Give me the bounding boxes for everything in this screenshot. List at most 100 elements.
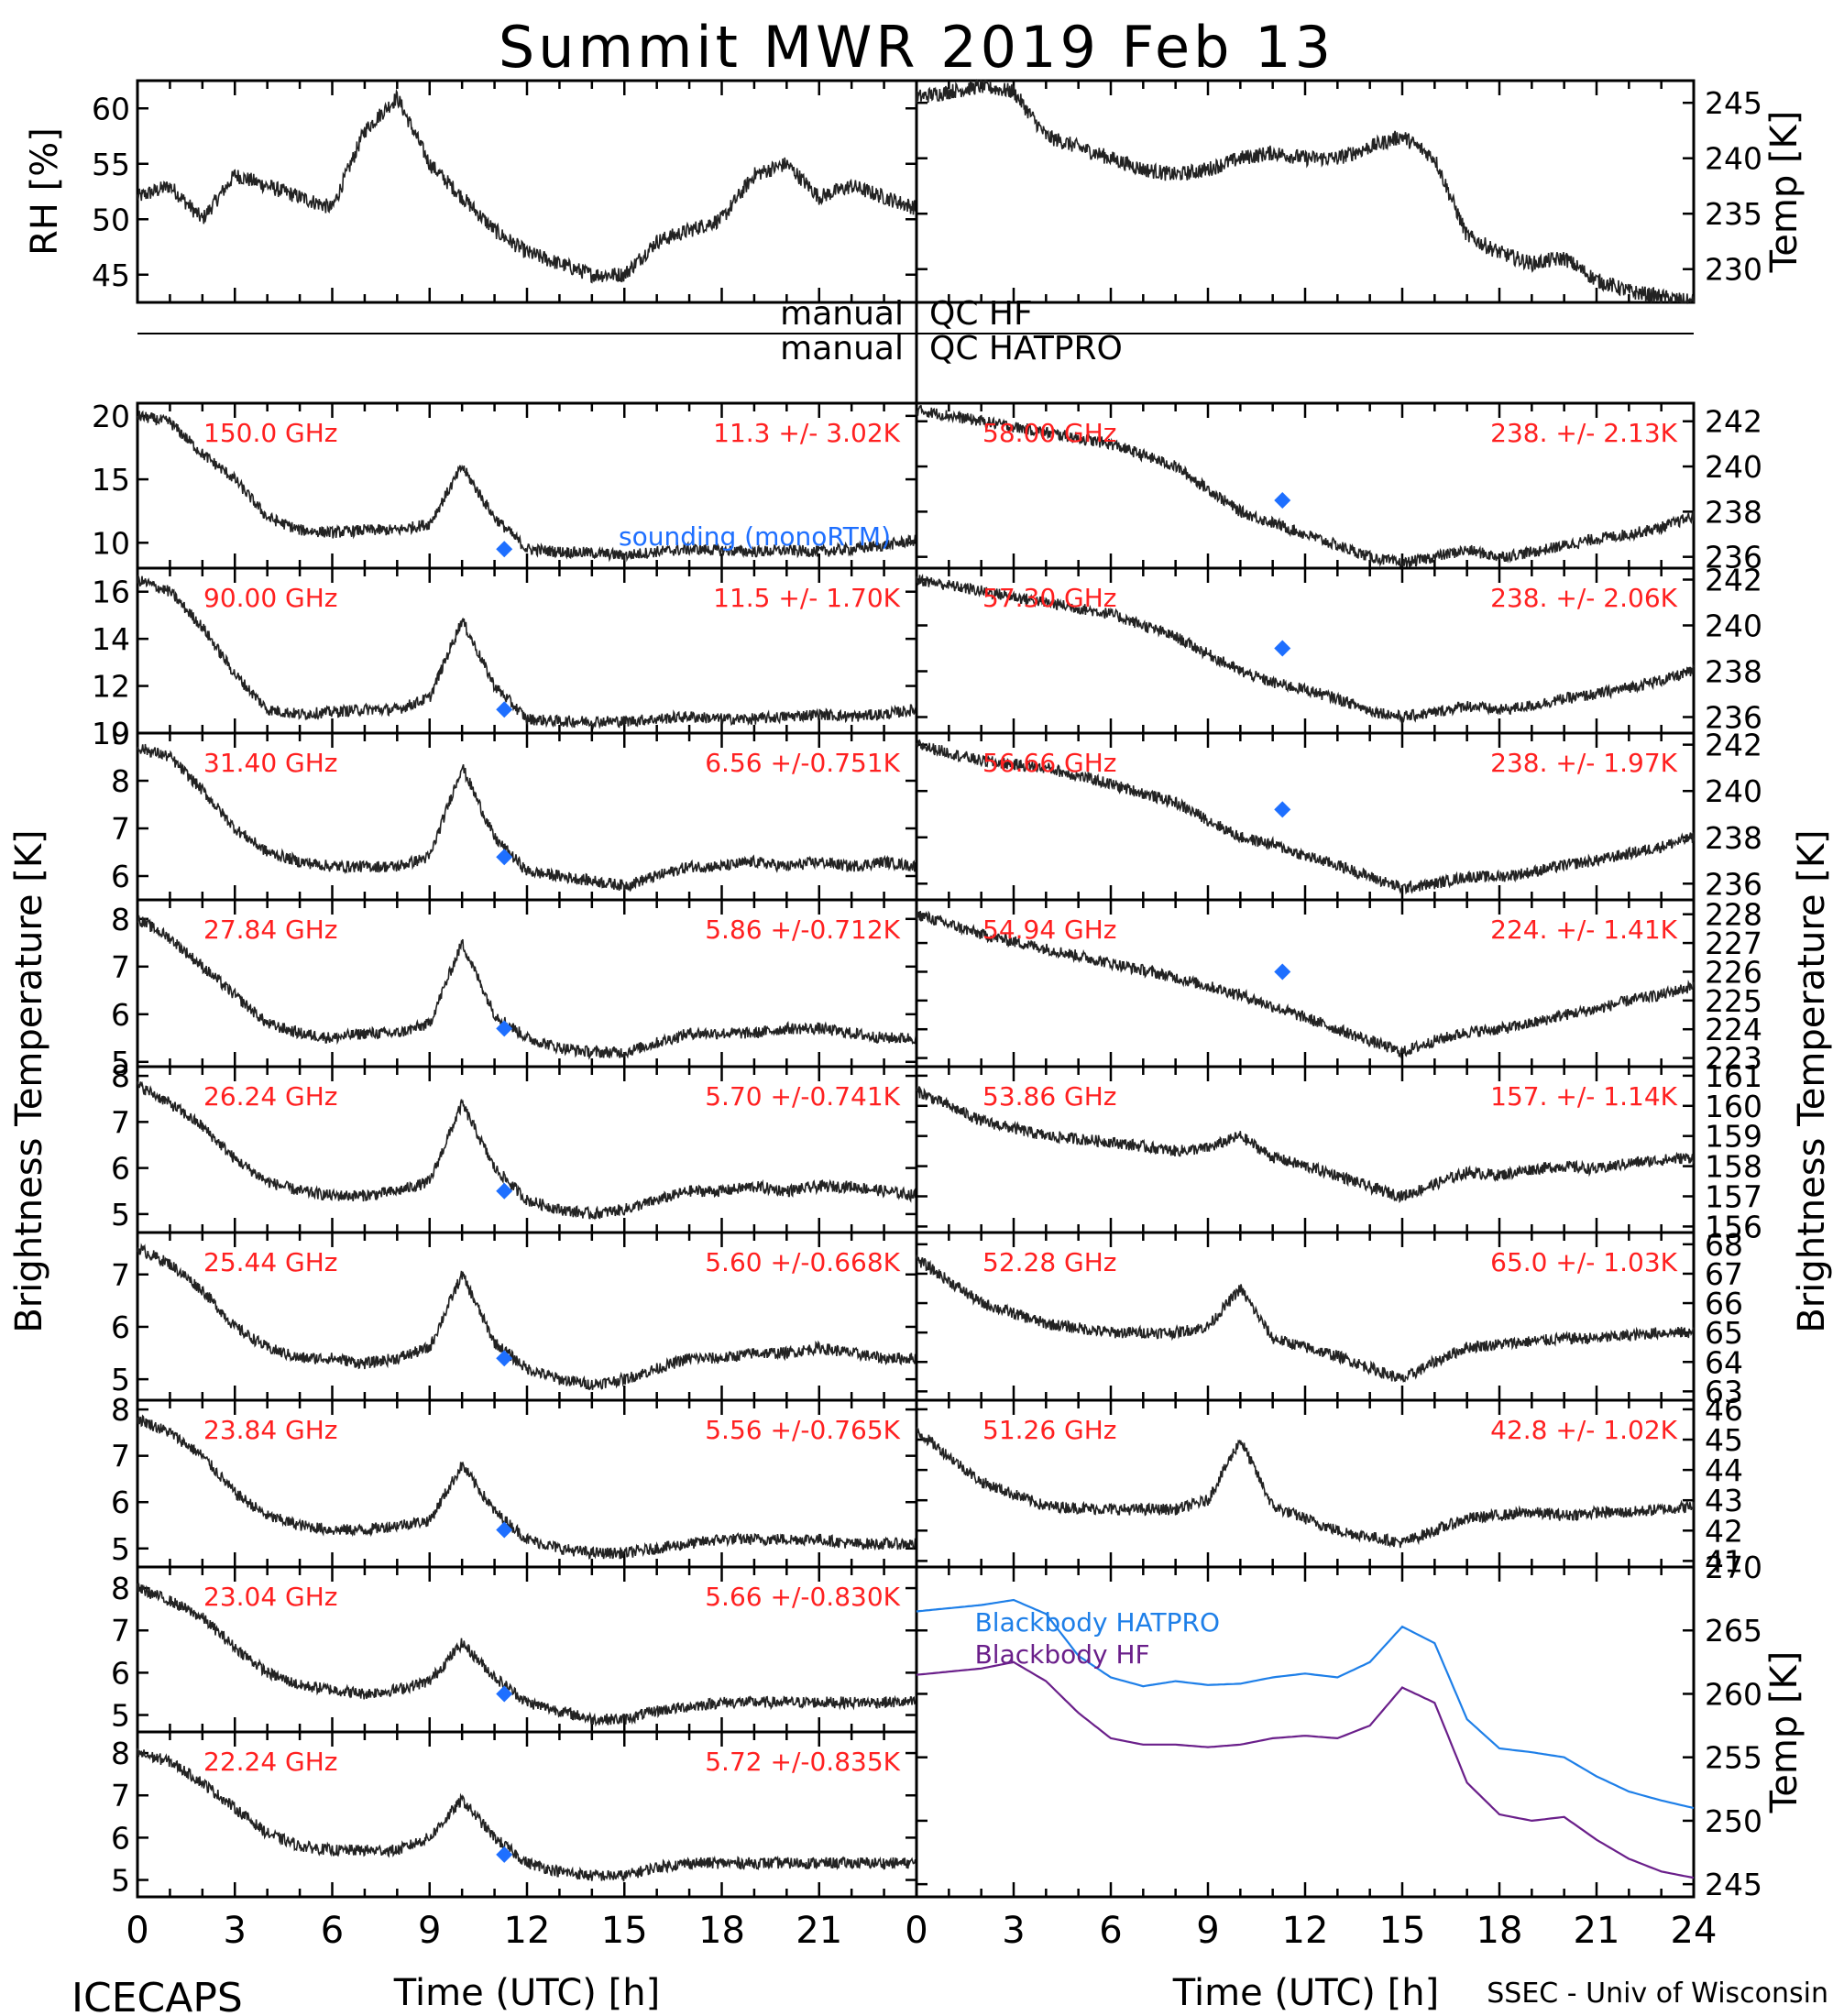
- footer-credit: SSEC - Univ of Wisconsin: [1487, 1978, 1828, 2010]
- y-tick-label: 228: [1705, 897, 1762, 933]
- sounding-annotation: sounding (monoRTM): [619, 521, 891, 552]
- panel-R8: 270 265 260 255 250 245 Blackbody HATPROBlackb…: [915, 1550, 1806, 1902]
- channel-label: 58.00 GHz: [982, 418, 1117, 448]
- y-tick-label: 157: [1705, 1179, 1762, 1215]
- y-tick-label: 45: [92, 257, 130, 293]
- series-line: [916, 1255, 1695, 1383]
- y-tick-label: 238: [1705, 820, 1762, 856]
- qc-label-right: QC HATPRO: [929, 330, 1123, 367]
- series-line: [137, 1583, 917, 1727]
- y-tick-label: 45: [1705, 1422, 1743, 1458]
- panel-L3: 9 8 7 6 31.40 GHz 6.56 +/-0.751K: [111, 716, 918, 902]
- series-line: [916, 573, 1695, 725]
- panel-y-label: RH [%]: [24, 127, 66, 256]
- y-tick-label: 60: [92, 91, 130, 126]
- y-tick-label: 159: [1705, 1119, 1762, 1155]
- y-tick-label: 6: [111, 1485, 130, 1520]
- y-tick-label: 7: [111, 1257, 130, 1293]
- y-tick-label: 7: [111, 811, 130, 847]
- sounding-point: [496, 1182, 513, 1200]
- channel-stats: 11.5 +/- 1.70K: [713, 583, 900, 613]
- y-tick-label: 240: [1705, 449, 1762, 485]
- y-tick-label: 238: [1705, 494, 1762, 530]
- x-tick-label-right: 15: [1379, 1910, 1426, 1952]
- channel-stats: 224. +/- 1.41K: [1490, 915, 1677, 945]
- y-tick-label: 255: [1705, 1740, 1762, 1776]
- channel-label: 53.86 GHz: [982, 1081, 1117, 1112]
- y-tick-label: 236: [1705, 540, 1762, 575]
- y-tick-label: 8: [111, 1058, 130, 1094]
- qc-label-left: manual: [780, 330, 904, 367]
- x-tick-label-left: 18: [698, 1910, 745, 1952]
- y-tick-label: 270: [1705, 1550, 1762, 1585]
- y-tick-label: 236: [1705, 866, 1762, 902]
- sounding-point: [1274, 492, 1291, 509]
- sounding-point: [496, 1846, 513, 1863]
- series-line: [137, 743, 917, 893]
- series-line: [137, 88, 917, 284]
- y-tick-label: 7: [111, 1778, 130, 1813]
- qc-layer: manual QC HF manual QC HATPRO: [137, 295, 1694, 403]
- series-line: [137, 575, 917, 730]
- channel-stats: 6.56 +/-0.751K: [705, 748, 900, 778]
- x-tick-label-right: 21: [1574, 1910, 1620, 1952]
- panel-L7: 8 7 6 5 23.84 GHz 5.56 +/-0.765K: [111, 1392, 918, 1569]
- channel-stats: 5.72 +/-0.835K: [705, 1747, 900, 1777]
- y-tick-label: 10: [92, 716, 130, 751]
- sounding-point: [496, 701, 513, 718]
- panel-L8: 8 7 6 5 23.04 GHz 5.66 +/-0.830K: [111, 1565, 918, 1734]
- y-tick-label: 6: [111, 997, 130, 1033]
- qc-label-left: manual: [780, 295, 904, 333]
- series-line: [137, 1748, 917, 1882]
- x-tick-label-left: 9: [418, 1910, 441, 1952]
- y-tick-label: 64: [1705, 1344, 1743, 1380]
- channel-label: 25.44 GHz: [203, 1247, 338, 1277]
- y-tick-label: 226: [1705, 954, 1762, 990]
- y-tick-label: 41: [1705, 1543, 1743, 1579]
- y-tick-label: 245: [1705, 1867, 1762, 1902]
- x-tick-label-right: 24: [1671, 1910, 1718, 1952]
- y-tick-label: 5: [111, 1362, 130, 1397]
- x-tick-label-left: 15: [601, 1910, 648, 1952]
- panel-frame: [136, 79, 918, 304]
- sounding-point: [496, 1350, 513, 1367]
- chart-title: Summit MWR 2019 Feb 13: [499, 14, 1334, 81]
- panel-R1: 242 240 238 236 58.00 GHz 238. +/- 2.13K: [915, 401, 1762, 575]
- legend-entry: Blackbody HATPRO: [975, 1607, 1220, 1638]
- x-tick-label-left: 0: [126, 1910, 148, 1952]
- channel-stats: 5.60 +/-0.668K: [705, 1247, 900, 1277]
- y-tick-label: 250: [1705, 1803, 1762, 1839]
- y-tick-label: 225: [1705, 983, 1762, 1019]
- panel-L2: 16 14 12 10 90.00 GHz 11.5 +/- 1.70K: [92, 566, 918, 751]
- y-tick-label: 6: [111, 1820, 130, 1856]
- legend-entry: Blackbody HF: [975, 1639, 1150, 1670]
- y-tick-label: 223: [1705, 1041, 1762, 1077]
- y-tick-label: 5: [111, 1698, 130, 1734]
- panel-top-left: 60 55 50 45 RH [%]: [24, 79, 918, 304]
- y-tick-label: 236: [1705, 700, 1762, 736]
- y-tick-label: 42: [1705, 1513, 1743, 1549]
- y-tick-label: 44: [1705, 1452, 1743, 1488]
- y-tick-label: 66: [1705, 1286, 1743, 1321]
- series-line: [916, 79, 1695, 305]
- channel-label: 51.26 GHz: [982, 1415, 1117, 1445]
- y-tick-label: 260: [1705, 1676, 1762, 1712]
- channel-stats: 42.8 +/- 1.02K: [1490, 1415, 1677, 1445]
- y-tick-label: 5: [111, 1863, 130, 1899]
- panel-top-right: 245 240 235 230 Temp [K]: [915, 79, 1806, 305]
- channel-label: 23.04 GHz: [203, 1582, 338, 1612]
- channel-label: 150.0 GHz: [203, 418, 338, 448]
- y-tick-label: 5: [111, 1197, 130, 1233]
- y-tick-label: 242: [1705, 728, 1762, 763]
- y-tick-label: 238: [1705, 654, 1762, 690]
- y-tick-label: 8: [111, 763, 130, 799]
- sounding-point: [1274, 801, 1291, 818]
- channel-label: 54.94 GHz: [982, 915, 1117, 945]
- channel-label: 56.66 GHz: [982, 748, 1117, 778]
- y-tick-label: 20: [92, 399, 130, 434]
- sounding-point: [496, 541, 513, 558]
